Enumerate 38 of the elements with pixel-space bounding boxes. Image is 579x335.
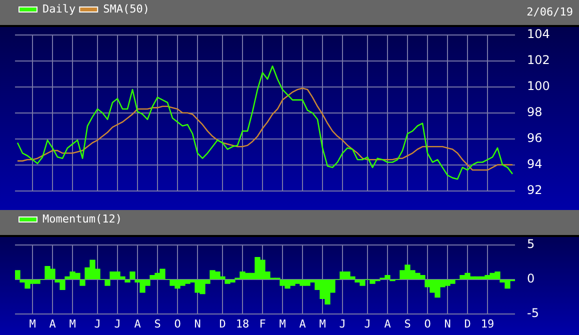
y-tick-label: 102 <box>527 53 550 68</box>
x-tick-label: O <box>174 317 181 330</box>
x-tick-label: M <box>29 317 36 330</box>
legend-label: Daily <box>42 2 76 16</box>
y-tick-label: -5 <box>527 306 539 320</box>
x-tick-label: O <box>424 317 431 330</box>
x-tick-label: 18 <box>236 317 250 330</box>
x-tick-label: S <box>154 317 161 330</box>
x-tick-label: J <box>339 317 346 330</box>
x-tick-label: M <box>279 317 286 330</box>
y-tick-label: 0 <box>527 272 535 286</box>
x-tick-label: M <box>319 317 326 330</box>
x-tick-label: A <box>134 317 142 330</box>
bar <box>15 270 20 280</box>
x-tick-label: J <box>114 317 121 330</box>
y-tick-label: 104 <box>527 27 550 42</box>
x-tick-label: A <box>299 317 306 330</box>
x-tick-label: 19 <box>480 317 494 330</box>
legend-label: SMA(50) <box>103 2 150 16</box>
legend-label: Momentum(12) <box>42 212 122 226</box>
x-tick-label: A <box>384 317 392 330</box>
y-tick-label: 96 <box>527 130 542 145</box>
x-tick-label: M <box>69 317 76 330</box>
x-tick-label: N <box>444 317 451 330</box>
y-tick-label: 92 <box>527 182 542 197</box>
y-tick-label: 100 <box>527 79 550 94</box>
x-tick-label: J <box>94 317 101 330</box>
x-tick-label: D <box>219 317 226 330</box>
x-tick-label: D <box>464 317 471 330</box>
text: 2/06/19 <box>526 5 573 18</box>
x-tick-label: S <box>404 317 411 330</box>
y-tick-label: 94 <box>527 156 542 171</box>
y-tick-label: 5 <box>527 237 535 252</box>
x-tick-label: A <box>49 317 56 330</box>
y-tick-label: 98 <box>527 105 542 120</box>
x-tick-label: J <box>364 317 371 330</box>
x-tick-label: N <box>194 317 201 330</box>
x-tick-label: F <box>259 317 266 330</box>
